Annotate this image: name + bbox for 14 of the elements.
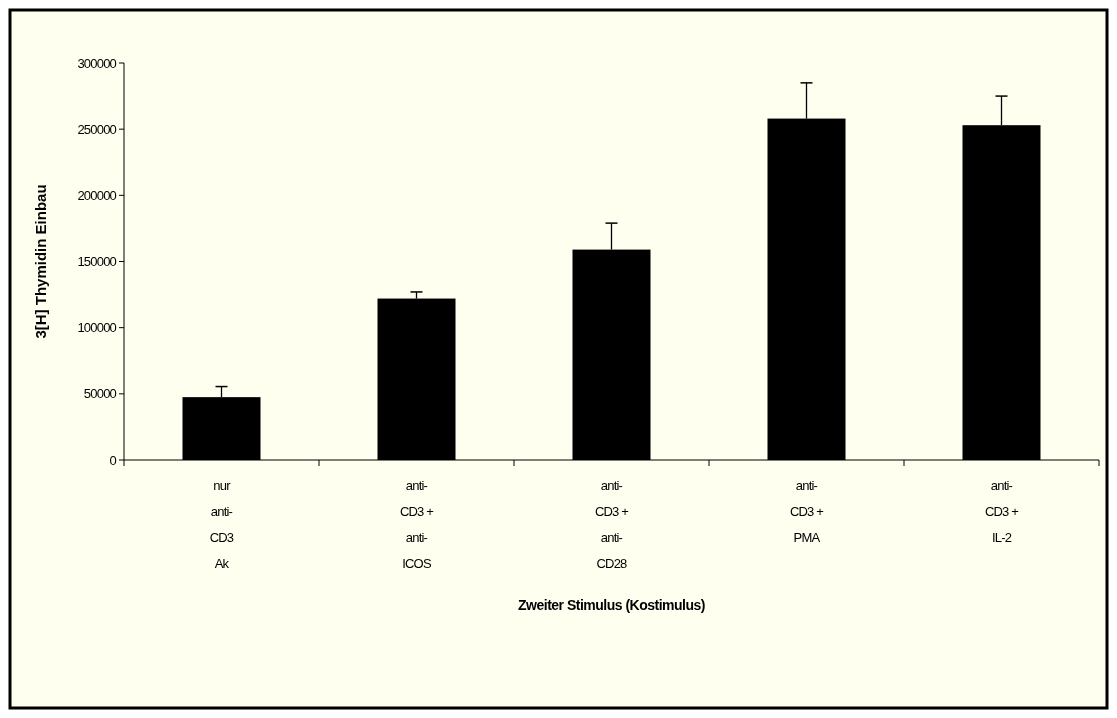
y-tick-label: 100000: [77, 320, 117, 336]
x-tick-label: nur anti-CD3 Ak: [209, 478, 234, 571]
y-tick-label: 50000: [83, 386, 117, 402]
y-tick-label: 300000: [77, 55, 117, 71]
y-tick-label: 0: [109, 452, 117, 468]
y-tick-label: 200000: [77, 187, 117, 203]
x-tick-label: anti-CD3 + IL-2: [984, 478, 1019, 545]
x-tick-label: anti-CD3 + PMA: [789, 478, 824, 545]
y-tick-label: 250000: [77, 121, 117, 137]
x-tick-label: anti-CD3 + anti-ICOS: [399, 478, 434, 571]
x-axis-title: Zweiter Stimulus (Kostimulus): [518, 597, 705, 613]
y-tick-label: 150000: [77, 254, 117, 270]
y-axis-title: 3[H] Thymidin Einbau: [32, 184, 49, 339]
x-tick-label: anti-CD3 + anti-CD28: [594, 478, 629, 571]
